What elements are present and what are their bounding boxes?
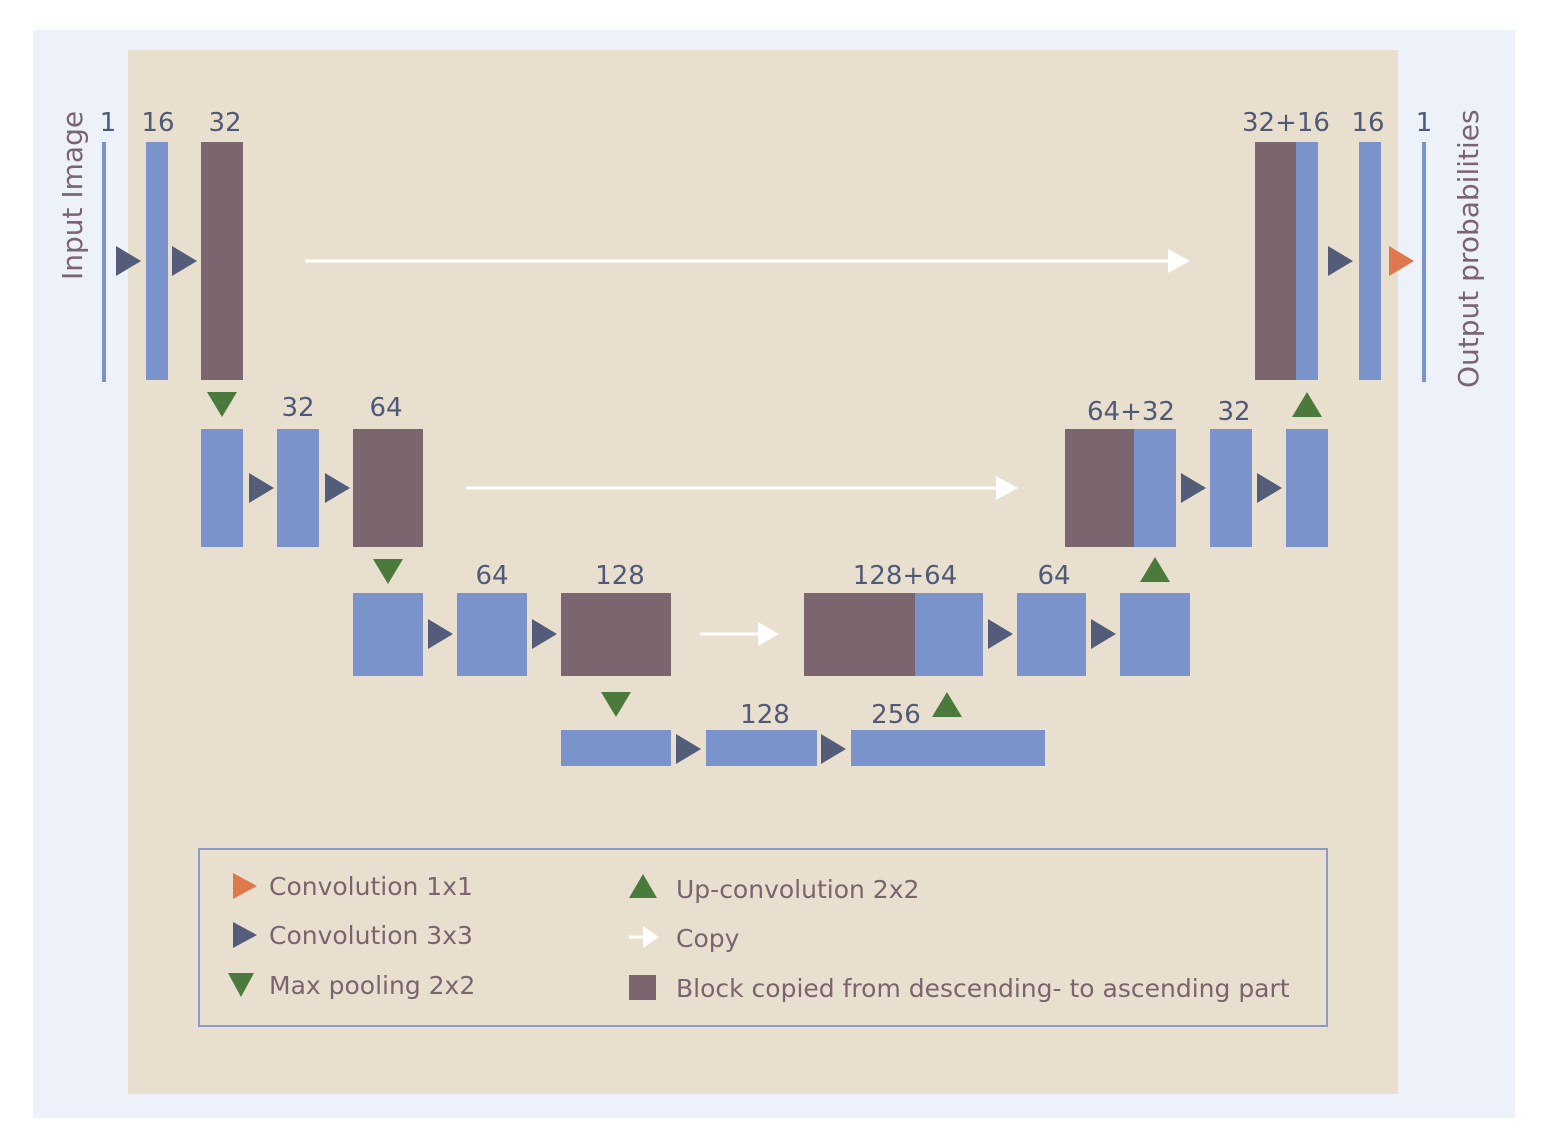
conv3x3-arrow xyxy=(116,246,141,276)
block-l3-64 xyxy=(457,593,527,676)
conv3x3-arrow xyxy=(1181,473,1206,503)
block-l3-128 xyxy=(561,593,671,676)
label-l1-16: 16 xyxy=(141,108,174,138)
max-pooling-arrow xyxy=(373,559,403,584)
conv3x3-arrow xyxy=(821,734,846,764)
label-l2-32: 32 xyxy=(281,393,314,423)
legend-max-pooling: Max pooling 2x2 xyxy=(269,971,475,1000)
block-u3-64b xyxy=(1120,593,1190,676)
max-pooling-arrow xyxy=(601,692,631,717)
legend-conv1x1: Convolution 1x1 xyxy=(269,872,473,901)
input-image-label: Input Image xyxy=(56,111,89,280)
up-convolution-arrow xyxy=(1140,557,1170,582)
block-l1-16 xyxy=(146,142,168,380)
block-u2-32b xyxy=(1286,429,1328,547)
legend-copy: Copy xyxy=(676,924,740,953)
block-u1-upsampled xyxy=(1296,142,1318,380)
block-u2-copied xyxy=(1065,429,1135,547)
output-line xyxy=(1422,142,1426,382)
conv3x3-arrow xyxy=(249,473,274,503)
label-u3-cat: 128+64 xyxy=(853,561,958,591)
block-u2-upsampled xyxy=(1134,429,1176,547)
block-u3-64 xyxy=(1017,593,1086,676)
legend-copied-block: Block copied from descending- to ascendi… xyxy=(676,974,1290,1003)
block-u1-16 xyxy=(1359,142,1381,380)
max-pooling-arrow xyxy=(207,392,237,417)
conv3x3-arrow xyxy=(1257,473,1282,503)
conv3x3-arrow xyxy=(532,619,557,649)
conv3x3-legend-icon xyxy=(233,922,257,948)
up-convolution-arrow xyxy=(932,692,962,717)
block-u3-copied xyxy=(804,593,916,676)
copy-arrowhead-l2 xyxy=(996,476,1018,500)
copy-arrowhead-l1 xyxy=(1168,249,1190,273)
label-l1-in: 1 xyxy=(100,108,117,138)
label-l1-32: 32 xyxy=(208,108,241,138)
block-l2-pooled xyxy=(201,429,243,547)
copied-block-legend-icon xyxy=(629,975,656,1000)
label-l2-64: 64 xyxy=(369,393,402,423)
conv1x1-arrow xyxy=(1389,246,1414,276)
up-convolution-arrow xyxy=(1292,392,1322,417)
copy-legend-icon xyxy=(643,926,659,948)
conv1x1-legend-icon xyxy=(233,873,257,899)
copy-arrowhead-l3 xyxy=(758,622,779,646)
block-l1-32 xyxy=(201,142,243,380)
block-l3-pooled xyxy=(353,593,423,676)
block-l2-32 xyxy=(277,429,319,547)
conv3x3-arrow xyxy=(676,734,701,764)
block-l4-pooled xyxy=(561,730,671,766)
block-l2-64 xyxy=(353,429,423,547)
conv3x3-arrow xyxy=(172,246,197,276)
conv3x3-arrow xyxy=(1091,619,1116,649)
label-u3-64: 64 xyxy=(1037,561,1070,591)
block-u1-copied xyxy=(1255,142,1297,380)
legend-box xyxy=(198,848,1328,1027)
legend-up-convolution: Up-convolution 2x2 xyxy=(676,875,919,904)
input-image-line xyxy=(102,142,106,382)
label-u1-out: 1 xyxy=(1416,108,1433,138)
label-u1-16: 16 xyxy=(1351,108,1384,138)
conv3x3-arrow xyxy=(325,473,350,503)
label-u1-cat: 32+16 xyxy=(1242,108,1330,138)
block-u3-upsampled xyxy=(915,593,983,676)
label-l3-64: 64 xyxy=(475,561,508,591)
block-u2-32 xyxy=(1210,429,1252,547)
conv3x3-arrow xyxy=(1328,246,1353,276)
legend-conv3x3: Convolution 3x3 xyxy=(269,921,473,950)
label-l3-128: 128 xyxy=(595,561,645,591)
max-pooling-legend-icon xyxy=(228,973,254,997)
block-l4-256 xyxy=(851,730,1045,766)
up-convolution-legend-icon xyxy=(629,874,657,898)
label-u2-32: 32 xyxy=(1217,397,1250,427)
label-l4-256: 256 xyxy=(871,700,921,730)
conv3x3-arrow xyxy=(428,619,453,649)
output-probabilities-label: Output probabilities xyxy=(1452,109,1485,388)
block-l4-128 xyxy=(706,730,817,766)
label-u2-cat: 64+32 xyxy=(1087,397,1175,427)
label-l4-128: 128 xyxy=(740,700,790,730)
diagram-panel xyxy=(128,50,1398,1094)
conv3x3-arrow xyxy=(988,619,1013,649)
